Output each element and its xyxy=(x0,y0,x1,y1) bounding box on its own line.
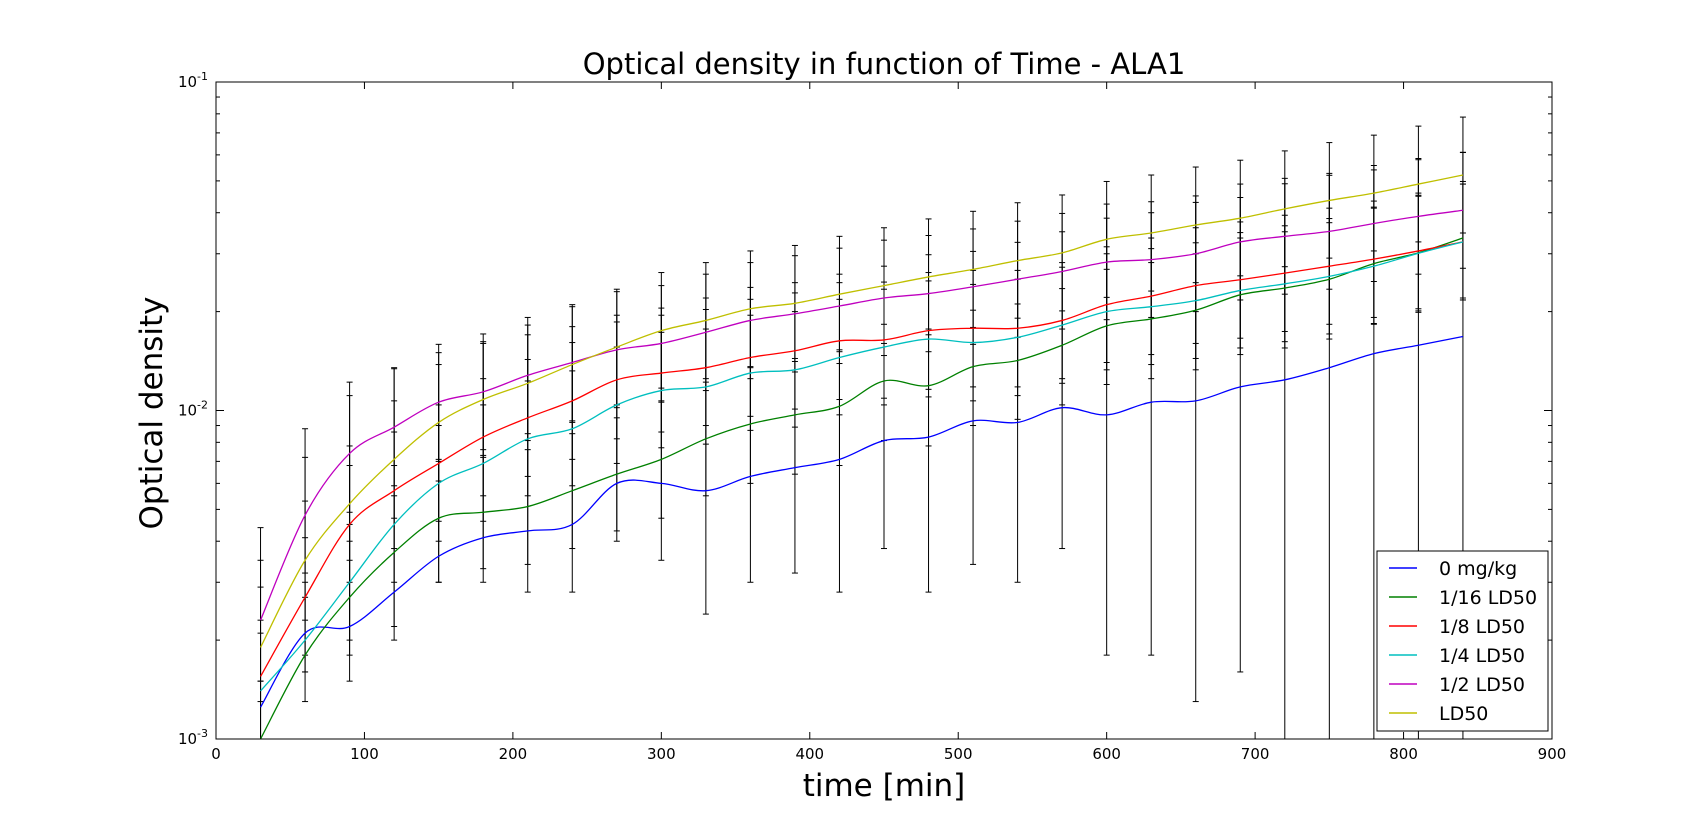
series-line-2 xyxy=(259,241,1464,677)
x-tick-label: 100 xyxy=(350,745,379,763)
legend-label: LD50 xyxy=(1439,703,1488,725)
legend-label: 1/8 LD50 xyxy=(1439,616,1525,638)
y-tick-label: 10-3 xyxy=(178,727,208,748)
legend-box xyxy=(1376,550,1549,732)
x-tick-label: 0 xyxy=(211,745,221,763)
series-line-4 xyxy=(259,209,1464,621)
x-tick-label: 600 xyxy=(1092,745,1121,763)
axes: 0 100 200 300 400 500 600 700 800 900 10-3 10-2 10-1 xyxy=(178,70,1566,763)
y-tick-label: 10-2 xyxy=(178,399,208,420)
legend-label: 1/4 LD50 xyxy=(1439,645,1525,667)
legend: 0 mg/kg 1/16 LD50 1/8 LD50 1/4 LD50 1/2 LD50… xyxy=(1376,550,1549,732)
x-tick-label: 200 xyxy=(499,745,528,763)
series-line-1 xyxy=(259,237,1464,739)
legend-label: 1/2 LD50 xyxy=(1439,674,1525,696)
series-line-3 xyxy=(260,241,1464,692)
x-tick-label: 300 xyxy=(647,745,676,763)
chart-title: Optical density in function of Time - AL… xyxy=(583,47,1186,81)
x-tick-label: 400 xyxy=(795,745,824,763)
legend-label: 1/16 LD50 xyxy=(1439,587,1537,609)
x-tick-label: 500 xyxy=(944,745,973,763)
legend-label: 0 mg/kg xyxy=(1439,558,1517,580)
series-lines xyxy=(259,174,1464,739)
series-line-0 xyxy=(259,335,1464,708)
y-axis-label: Optical density xyxy=(134,296,170,529)
x-tick-label: 800 xyxy=(1389,745,1418,763)
error-bars xyxy=(257,116,1466,739)
x-tick-label: 700 xyxy=(1241,745,1270,763)
y-tick-label: 10-1 xyxy=(178,70,208,91)
x-tick-label: 900 xyxy=(1538,745,1567,763)
series-line-5 xyxy=(259,174,1464,648)
x-axis-label: time [min] xyxy=(803,768,966,804)
